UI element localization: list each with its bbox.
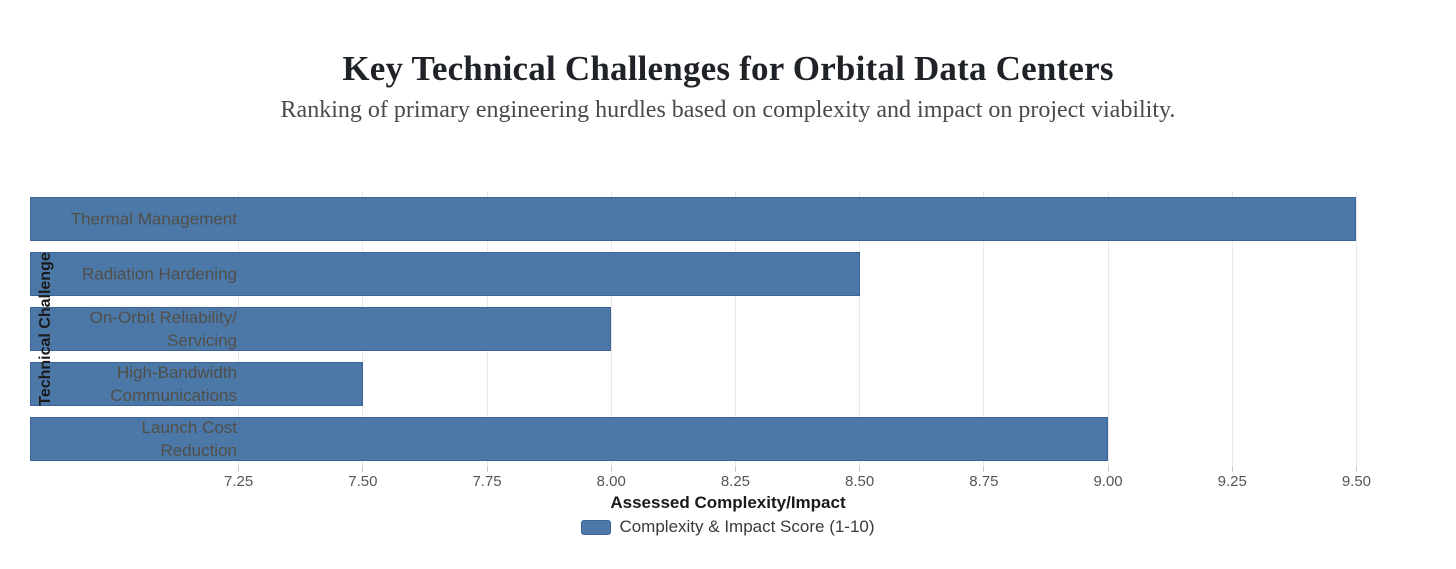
x-axis-title: Assessed Complexity/Impact	[610, 493, 846, 512]
x-tick-label: 7.50	[348, 473, 378, 490]
x-tick-mark	[238, 466, 240, 472]
bar-high-bandwidth-communications[interactable]	[30, 361, 363, 406]
x-tick-label: 8.25	[720, 473, 751, 490]
gridline	[859, 192, 861, 466]
x-tick-label: 8.00	[596, 473, 626, 490]
x-tick-mark	[1231, 466, 1233, 472]
gridline	[983, 192, 985, 466]
legend-swatch-icon	[581, 519, 612, 535]
legend-item-complexity-score[interactable]: Complexity & Impact Score (1-10)	[581, 517, 875, 537]
legend-label: Complexity & Impact Score (1-10)	[619, 517, 875, 536]
gridline	[1107, 192, 1109, 466]
gridline	[1231, 192, 1233, 466]
bar-on-orbit-reliability-servicing[interactable]	[30, 307, 612, 351]
x-tick-label: 9.50	[1341, 473, 1372, 490]
bar-launch-cost-reduction[interactable]	[30, 416, 1109, 461]
category-label-radiation-hardening: Radiation Hardening	[82, 264, 237, 284]
x-tick-mark	[1107, 466, 1109, 472]
x-tick-label: 8.75	[969, 473, 999, 490]
gridline	[610, 192, 612, 466]
legend: Complexity & Impact Score (1-10)	[0, 517, 1456, 537]
x-tick-mark	[734, 466, 736, 472]
bar-thermal-management[interactable]	[30, 197, 1357, 242]
gridline	[734, 192, 736, 466]
x-tick-label: 7.75	[472, 473, 502, 490]
x-tick-mark	[1355, 466, 1357, 472]
gridline	[1355, 192, 1357, 466]
x-tick-mark	[610, 466, 612, 472]
chart-title: Key Technical Challenges for Orbital Dat…	[342, 49, 1114, 88]
category-label-on-orbit-reliability-servicing: On-Orbit Reliability/ Servicing	[89, 308, 237, 350]
bar-radiation-hardening[interactable]	[30, 252, 860, 297]
x-tick-label: 9.25	[1217, 473, 1247, 490]
chart-subtitle: Ranking of primary engineering hurdles b…	[280, 97, 1176, 123]
x-tick-label: 7.25	[224, 473, 254, 490]
category-label-high-bandwidth-communications: High-Bandwidth Communications	[110, 362, 237, 405]
x-tick-label: 8.50	[845, 473, 875, 490]
x-tick-mark	[859, 466, 861, 472]
x-tick-mark	[486, 466, 488, 472]
x-tick-mark	[362, 466, 364, 472]
x-tick-label: 9.00	[1093, 473, 1123, 490]
y-axis-title: Technical Challenge	[37, 252, 54, 406]
category-label-thermal-management: Thermal Management	[70, 209, 237, 229]
x-tick-mark	[983, 466, 985, 472]
category-label-launch-cost-reduction: Launch Cost Reduction	[141, 417, 237, 460]
